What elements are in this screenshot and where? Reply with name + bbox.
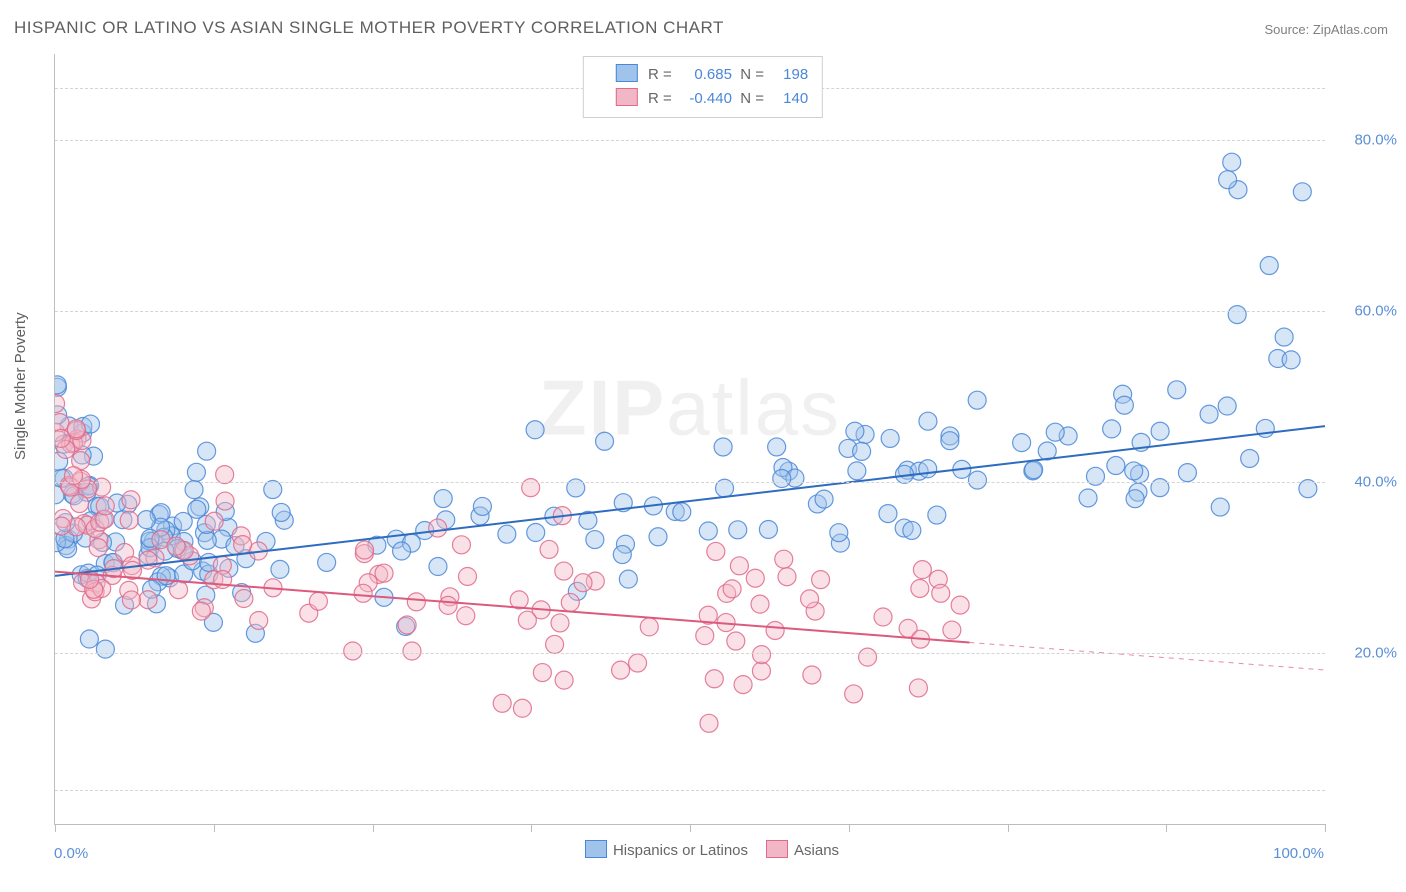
stat-R: -0.440	[676, 87, 732, 111]
source-credit: Source: ZipAtlas.com	[1264, 22, 1388, 37]
series-legend: Hispanics or Latinos Asians	[0, 840, 1406, 859]
stats-legend-row: R = 0.685 N = 198	[598, 63, 808, 87]
legend-swatch-icon	[585, 840, 607, 858]
stat-N: 198	[768, 63, 808, 87]
legend-swatch-icon	[616, 64, 638, 82]
x-tick-max: 100.0%	[1273, 845, 1324, 862]
y-axis-label: Single Mother Poverty	[12, 312, 29, 460]
scatter-svg	[55, 54, 1325, 824]
source-prefix: Source:	[1264, 22, 1312, 37]
y-tick-label: 40.0%	[1354, 473, 1397, 490]
x-tick-min: 0.0%	[54, 845, 88, 862]
stat-N: 140	[768, 87, 808, 111]
watermark: ZIPatlas	[539, 363, 841, 454]
legend-label: Asians	[794, 842, 839, 859]
stats-legend-row: R = -0.440 N = 140	[598, 87, 808, 111]
y-tick-label: 20.0%	[1354, 644, 1397, 661]
y-tick-label: 60.0%	[1354, 302, 1397, 319]
legend-swatch-icon	[616, 88, 638, 106]
y-tick-label: 80.0%	[1354, 131, 1397, 148]
plot-area: ZIPatlas 20.0%40.0%60.0%80.0%	[54, 54, 1325, 825]
legend-label: Hispanics or Latinos	[613, 842, 748, 859]
chart-title: HISPANIC OR LATINO VS ASIAN SINGLE MOTHE…	[14, 18, 724, 38]
stat-R: 0.685	[676, 63, 732, 87]
chart-frame: HISPANIC OR LATINO VS ASIAN SINGLE MOTHE…	[0, 0, 1406, 892]
source-link[interactable]: ZipAtlas.com	[1313, 22, 1388, 37]
stats-legend-box: R = 0.685 N = 198 R = -0.440 N = 140	[583, 56, 823, 118]
legend-swatch-icon	[766, 840, 788, 858]
